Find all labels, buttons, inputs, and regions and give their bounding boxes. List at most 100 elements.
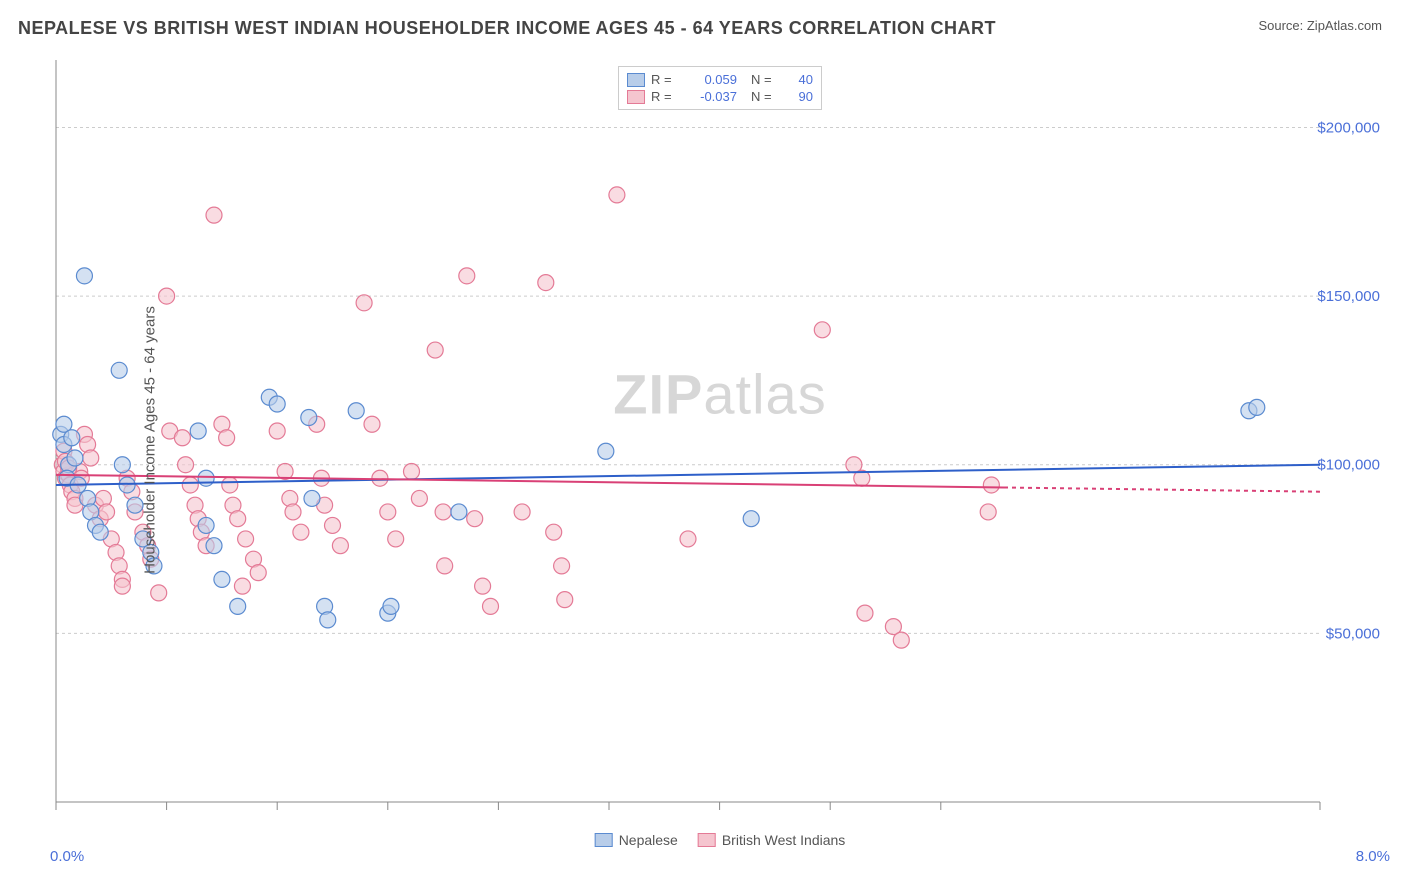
chart-source: Source: ZipAtlas.com — [1258, 18, 1382, 33]
data-point — [538, 275, 554, 291]
data-point — [301, 410, 317, 426]
legend-n-label: N = — [751, 89, 777, 104]
data-point — [680, 531, 696, 547]
svg-text:$100,000: $100,000 — [1317, 457, 1380, 474]
y-axis-label: Householder Income Ages 45 - 64 years — [141, 306, 158, 574]
data-point — [206, 207, 222, 223]
data-point — [67, 450, 83, 466]
data-point — [151, 585, 167, 601]
data-point — [459, 268, 475, 284]
data-point — [483, 598, 499, 614]
chart-header: NEPALESE VS BRITISH WEST INDIAN HOUSEHOL… — [0, 0, 1406, 45]
data-point — [451, 504, 467, 520]
data-point — [411, 490, 427, 506]
data-point — [159, 288, 175, 304]
x-axis-min-label: 0.0% — [50, 848, 84, 865]
data-point — [435, 504, 451, 520]
data-point — [609, 187, 625, 203]
svg-text:$150,000: $150,000 — [1317, 288, 1380, 305]
series-legend-item: British West Indians — [698, 832, 845, 848]
data-point — [332, 538, 348, 554]
data-point — [206, 538, 222, 554]
data-point — [348, 403, 364, 419]
data-point — [92, 524, 108, 540]
trend-line — [56, 465, 1320, 485]
data-point — [364, 416, 380, 432]
data-point — [857, 605, 873, 621]
data-point — [743, 511, 759, 527]
data-point — [546, 524, 562, 540]
data-point — [388, 531, 404, 547]
legend-r-value: 0.059 — [683, 72, 737, 87]
chart-title: NEPALESE VS BRITISH WEST INDIAN HOUSEHOL… — [18, 18, 996, 39]
data-point — [234, 578, 250, 594]
trend-line-extrapolated — [1004, 487, 1320, 491]
data-point — [514, 504, 530, 520]
data-point — [198, 517, 214, 533]
data-point — [893, 632, 909, 648]
data-point — [250, 565, 266, 581]
data-point — [219, 430, 235, 446]
data-point — [325, 517, 341, 533]
correlation-legend: R = 0.059 N = 40 R = -0.037 N = 90 — [618, 66, 822, 110]
svg-text:$200,000: $200,000 — [1317, 119, 1380, 136]
data-point — [285, 504, 301, 520]
data-point — [119, 477, 135, 493]
data-point — [980, 504, 996, 520]
legend-n-value: 40 — [783, 72, 813, 87]
data-point — [1249, 399, 1265, 415]
legend-label: British West Indians — [722, 832, 845, 848]
data-point — [304, 490, 320, 506]
data-point — [64, 430, 80, 446]
series-legend-item: Nepalese — [595, 832, 678, 848]
data-point — [182, 477, 198, 493]
legend-r-value: -0.037 — [683, 89, 737, 104]
data-point — [293, 524, 309, 540]
legend-r-label: R = — [651, 89, 677, 104]
data-point — [111, 362, 127, 378]
svg-text:$50,000: $50,000 — [1326, 625, 1380, 642]
data-point — [76, 268, 92, 284]
legend-swatch — [627, 73, 645, 87]
scatter-plot: $50,000 $100,000 $150,000 $200,000 — [50, 60, 1390, 820]
series-legend: Nepalese British West Indians — [595, 832, 846, 848]
data-point — [320, 612, 336, 628]
data-point — [557, 592, 573, 608]
data-point — [178, 457, 194, 473]
data-point — [983, 477, 999, 493]
data-point — [214, 571, 230, 587]
data-point — [230, 598, 246, 614]
legend-r-label: R = — [651, 72, 677, 87]
legend-swatch — [698, 833, 716, 847]
data-point — [269, 423, 285, 439]
legend-n-value: 90 — [783, 89, 813, 104]
data-point — [198, 470, 214, 486]
data-point — [475, 578, 491, 594]
data-point — [238, 531, 254, 547]
legend-swatch — [595, 833, 613, 847]
data-point — [437, 558, 453, 574]
chart-area: $50,000 $100,000 $150,000 $200,000 Househol… — [50, 60, 1390, 820]
data-point — [222, 477, 238, 493]
data-point — [404, 463, 420, 479]
data-point — [114, 457, 130, 473]
data-point — [190, 423, 206, 439]
data-point — [114, 578, 130, 594]
legend-row: R = 0.059 N = 40 — [627, 71, 813, 88]
data-point — [83, 450, 99, 466]
data-point — [554, 558, 570, 574]
legend-row: R = -0.037 N = 90 — [627, 88, 813, 105]
data-point — [174, 430, 190, 446]
legend-swatch — [627, 90, 645, 104]
data-point — [467, 511, 483, 527]
x-axis-max-label: 8.0% — [1356, 848, 1390, 865]
legend-n-label: N = — [751, 72, 777, 87]
data-point — [230, 511, 246, 527]
data-point — [356, 295, 372, 311]
data-point — [99, 504, 115, 520]
data-point — [427, 342, 443, 358]
data-point — [598, 443, 614, 459]
data-point — [383, 598, 399, 614]
data-point — [269, 396, 285, 412]
legend-label: Nepalese — [619, 832, 678, 848]
